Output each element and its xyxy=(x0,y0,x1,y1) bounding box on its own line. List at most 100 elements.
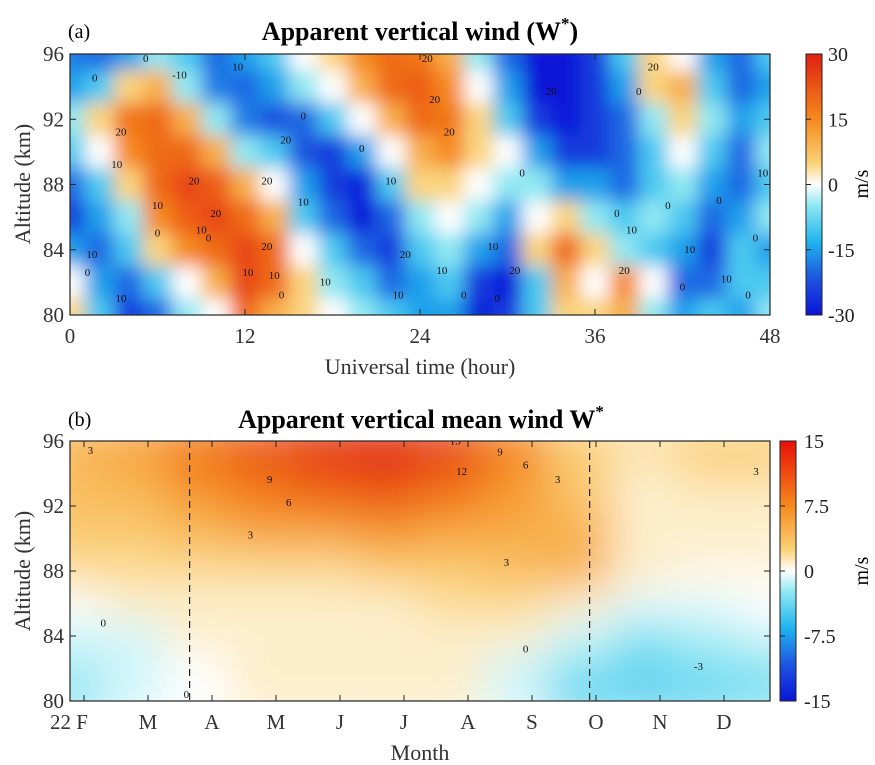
heatmap-a-cell xyxy=(463,54,494,72)
contour-label: 20 xyxy=(210,208,222,220)
heatmap-a-cell xyxy=(405,102,436,137)
heatmap-b-cell xyxy=(165,587,231,621)
heatmap-a-cell xyxy=(347,233,378,267)
heatmap-a-cell xyxy=(522,200,553,235)
contour-label: 0 xyxy=(85,267,91,279)
heatmap-a-cell xyxy=(317,168,349,202)
heatmap-a-cell xyxy=(142,266,174,300)
heatmap-a-cell xyxy=(609,200,640,235)
heatmap-a-cell xyxy=(580,135,611,170)
heatmap-a-cell xyxy=(492,233,524,267)
heatmap-a-cell xyxy=(667,233,699,267)
heatmap-a-cell xyxy=(201,200,232,235)
contour-label: 20 xyxy=(509,265,521,277)
heatmap-a-cell xyxy=(522,168,553,202)
heatmap-a-cell xyxy=(492,54,524,72)
heatmap-a-cell xyxy=(201,168,232,202)
colorbar-tick-label: -7.5 xyxy=(804,626,836,648)
heatmap-b-cell xyxy=(674,441,740,459)
heatmap-a-cell xyxy=(434,54,465,72)
heatmap-a-cell xyxy=(172,135,203,170)
heatmap-a-cell xyxy=(376,200,407,235)
heatmap-a-cell xyxy=(84,70,115,104)
panel-b-title-main: Apparent vertical mean wind W xyxy=(238,405,595,434)
heatmap-a-cell xyxy=(522,233,553,267)
contour-label: -3 xyxy=(694,661,704,673)
contour-label: 0 xyxy=(92,73,98,85)
heatmap-b-cell xyxy=(610,684,676,701)
x-tick-label: 22 F xyxy=(50,710,88,734)
heatmap-a-cell xyxy=(463,233,494,267)
x-tick-label: 12 xyxy=(235,324,256,348)
heatmap-a-cell xyxy=(405,168,436,202)
heatmap-a-cell xyxy=(230,54,261,72)
heatmap-a-cell xyxy=(755,135,770,170)
contour-label: 0 xyxy=(680,282,686,294)
heatmap-a-cell xyxy=(70,298,86,315)
heatmap-a-cell xyxy=(259,70,290,104)
heatmap-b-cell xyxy=(738,684,770,701)
heatmap-b-cell xyxy=(483,652,549,686)
contour-label: 15 xyxy=(450,435,462,447)
heatmap-a-cell xyxy=(230,135,261,170)
heatmap-a-cell xyxy=(347,102,378,137)
contour-label: 20 xyxy=(429,94,441,106)
heatmap-a-cell xyxy=(609,233,640,267)
heatmap-a-cell xyxy=(113,233,144,267)
y-tick-label: 84 xyxy=(43,238,65,262)
x-tick-label: M xyxy=(139,710,158,734)
contour-label: 10 xyxy=(116,293,128,305)
contour-label: 6 xyxy=(286,497,292,509)
heatmap-a-cell xyxy=(522,298,553,315)
contour-label: 0 xyxy=(753,233,759,245)
x-tick-label: O xyxy=(588,710,603,734)
heatmap-b-cell xyxy=(420,619,485,654)
heatmap-b-cell xyxy=(420,587,485,621)
heatmap-b xyxy=(70,441,770,701)
contour-label: 20 xyxy=(189,176,201,188)
heatmap-a-cell xyxy=(638,70,669,104)
contour-label: 0 xyxy=(359,143,365,155)
heatmap-b-cell xyxy=(356,619,421,654)
heatmap-b-cell xyxy=(356,489,421,524)
heatmap-b-cell xyxy=(229,441,294,459)
contour-label: 20 xyxy=(422,53,434,65)
y-tick-label: 80 xyxy=(43,303,64,327)
heatmap-a-cell xyxy=(201,70,232,104)
contour-label: 3 xyxy=(248,530,254,542)
heatmap-b-cell xyxy=(229,522,294,556)
contour-label: 0 xyxy=(155,228,161,240)
heatmap-a-cell xyxy=(609,102,640,137)
heatmap-a-cell xyxy=(463,298,494,315)
contour-label: 0 xyxy=(716,195,722,207)
heatmap-a-cell xyxy=(434,200,465,235)
heatmap-a-cell xyxy=(405,200,436,235)
heatmap-a-cell xyxy=(697,70,728,104)
contour-label: 10 xyxy=(436,265,448,277)
heatmap-b-cell xyxy=(70,489,103,524)
heatmap-a-cell xyxy=(551,168,582,202)
heatmap-a-cell xyxy=(84,135,115,170)
heatmap-a-cell xyxy=(726,233,757,267)
heatmap-a-cell xyxy=(376,102,407,137)
heatmap-a-cell xyxy=(84,102,115,137)
heatmap-a-cell xyxy=(142,298,174,315)
heatmap-b-cell xyxy=(674,684,740,701)
contour-label: 10 xyxy=(152,200,164,212)
panel-b-label: (b) xyxy=(68,409,91,431)
heatmap-a-cell xyxy=(172,298,203,315)
heatmap-a-cell xyxy=(463,200,494,235)
heatmap-a-cell xyxy=(755,54,770,72)
heatmap-a-cell xyxy=(405,70,436,104)
contour-label: 3 xyxy=(753,466,759,478)
heatmap-b-cell xyxy=(610,652,676,686)
heatmap-b-cell xyxy=(483,554,549,589)
heatmap-a-cell xyxy=(230,266,261,300)
heatmap-b-cell xyxy=(356,554,421,589)
heatmap-a-cell xyxy=(726,266,757,300)
heatmap-b-cell xyxy=(292,441,358,459)
heatmap-b-cell xyxy=(229,684,294,701)
heatmap-a-cell xyxy=(142,70,174,104)
heatmap-a-cell xyxy=(492,168,524,202)
